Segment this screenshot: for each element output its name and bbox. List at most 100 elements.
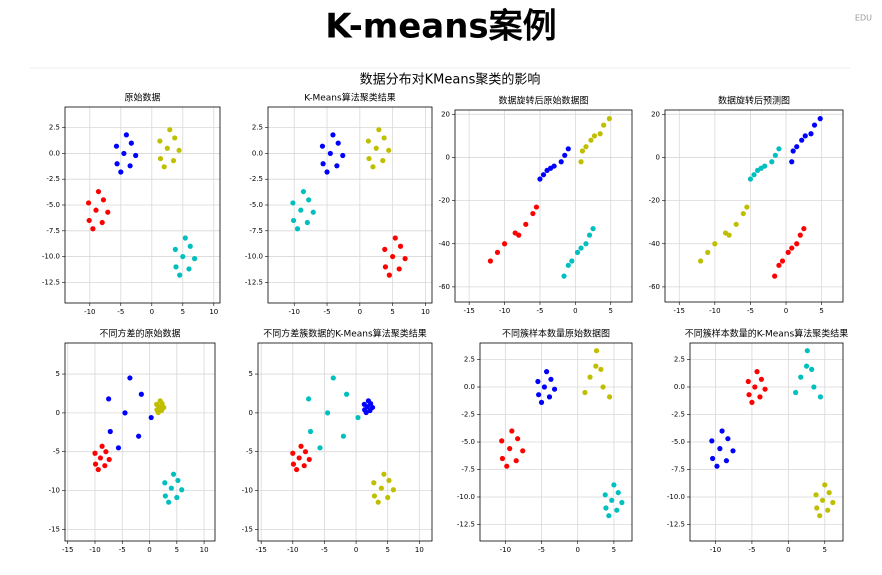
point <box>371 493 378 499</box>
point <box>797 232 803 238</box>
page-title: K-means案例 <box>325 7 556 47</box>
point <box>290 217 297 224</box>
y-tick-label: -2.5 <box>249 175 263 183</box>
point <box>128 140 134 146</box>
point <box>376 127 382 133</box>
point <box>365 138 371 144</box>
point <box>182 235 188 241</box>
point <box>499 455 506 462</box>
point <box>118 169 124 175</box>
point <box>330 132 336 138</box>
point <box>317 445 323 451</box>
x-tick-label: -5 <box>748 546 755 554</box>
point <box>334 163 340 169</box>
point <box>569 258 575 264</box>
point <box>537 176 543 182</box>
y-tick-label: -20 <box>439 197 450 205</box>
point <box>804 348 810 354</box>
y-tick-label: -5.0 <box>671 438 685 446</box>
point <box>290 200 296 206</box>
point <box>298 207 304 213</box>
chart-title: 原始数据 <box>124 92 160 104</box>
point <box>535 378 541 385</box>
y-tick-label: 0.0 <box>464 383 475 391</box>
point <box>579 148 586 154</box>
y-tick-label: -2.5 <box>46 175 60 183</box>
point <box>794 144 800 150</box>
badge: EDU <box>855 14 872 23</box>
point <box>157 398 163 404</box>
point <box>717 446 723 452</box>
point <box>95 188 102 195</box>
point <box>606 513 612 519</box>
point <box>373 145 379 151</box>
point <box>386 147 392 153</box>
point <box>602 492 608 498</box>
x-tick-label: 0 <box>573 307 577 315</box>
point <box>115 445 122 451</box>
point <box>540 172 547 178</box>
point <box>541 384 548 390</box>
axes-frame <box>64 106 221 304</box>
chart-title: 不同方差簇数据的K-Means算法聚类结果 <box>263 328 426 340</box>
point <box>114 161 120 167</box>
point <box>306 456 312 463</box>
point <box>593 348 600 354</box>
y-tick-label: -15 <box>49 525 60 533</box>
y-tick-label: -7.5 <box>671 466 685 474</box>
x-tick-label: -15 <box>62 546 73 554</box>
point <box>762 386 768 392</box>
point <box>811 384 817 390</box>
x-tick-label: 10 <box>421 308 430 316</box>
point <box>113 143 120 149</box>
figure-title: 数据分布对KMeans聚类的影响 <box>360 72 541 88</box>
point <box>803 363 810 369</box>
x-tick-label: -5 <box>117 308 124 316</box>
point <box>615 490 621 496</box>
x-tick-label: -5 <box>536 307 543 315</box>
point <box>516 232 522 238</box>
point <box>513 458 519 464</box>
point <box>798 374 804 380</box>
point <box>392 235 398 241</box>
y-tick-label: -12.5 <box>245 278 263 286</box>
point <box>375 499 381 505</box>
y-tick-label: -40 <box>439 240 450 248</box>
point <box>745 378 751 385</box>
point <box>499 438 505 444</box>
point <box>161 164 167 170</box>
point <box>170 471 177 477</box>
y-tick-label: -15 <box>242 525 253 533</box>
point <box>162 480 168 486</box>
x-tick-label: 10 <box>200 546 209 554</box>
point <box>520 448 526 454</box>
point <box>92 450 98 456</box>
point <box>307 428 314 435</box>
point <box>381 135 387 141</box>
point <box>820 497 826 503</box>
point <box>725 436 731 442</box>
point <box>822 482 828 488</box>
point <box>386 477 392 484</box>
y-tick-label: -60 <box>439 283 450 291</box>
axes-frame <box>64 342 216 542</box>
point <box>793 389 799 396</box>
point <box>390 253 396 260</box>
point <box>730 448 736 454</box>
x-tick-label: -10 <box>289 308 300 316</box>
point <box>801 226 807 232</box>
point <box>515 436 521 442</box>
point <box>808 131 814 137</box>
point <box>811 122 818 128</box>
x-tick-label: 10 <box>415 546 424 554</box>
chart-title: 数据旋转后预测图 <box>718 95 790 107</box>
point <box>744 204 750 210</box>
point <box>758 165 764 171</box>
y-tick-label: 5 <box>249 370 253 378</box>
x-tick-label: 5 <box>175 546 179 554</box>
point <box>578 159 584 165</box>
x-tick-label: 0 <box>786 546 790 554</box>
point <box>802 133 808 139</box>
point <box>551 386 558 392</box>
x-tick-label: 0 <box>358 308 362 316</box>
